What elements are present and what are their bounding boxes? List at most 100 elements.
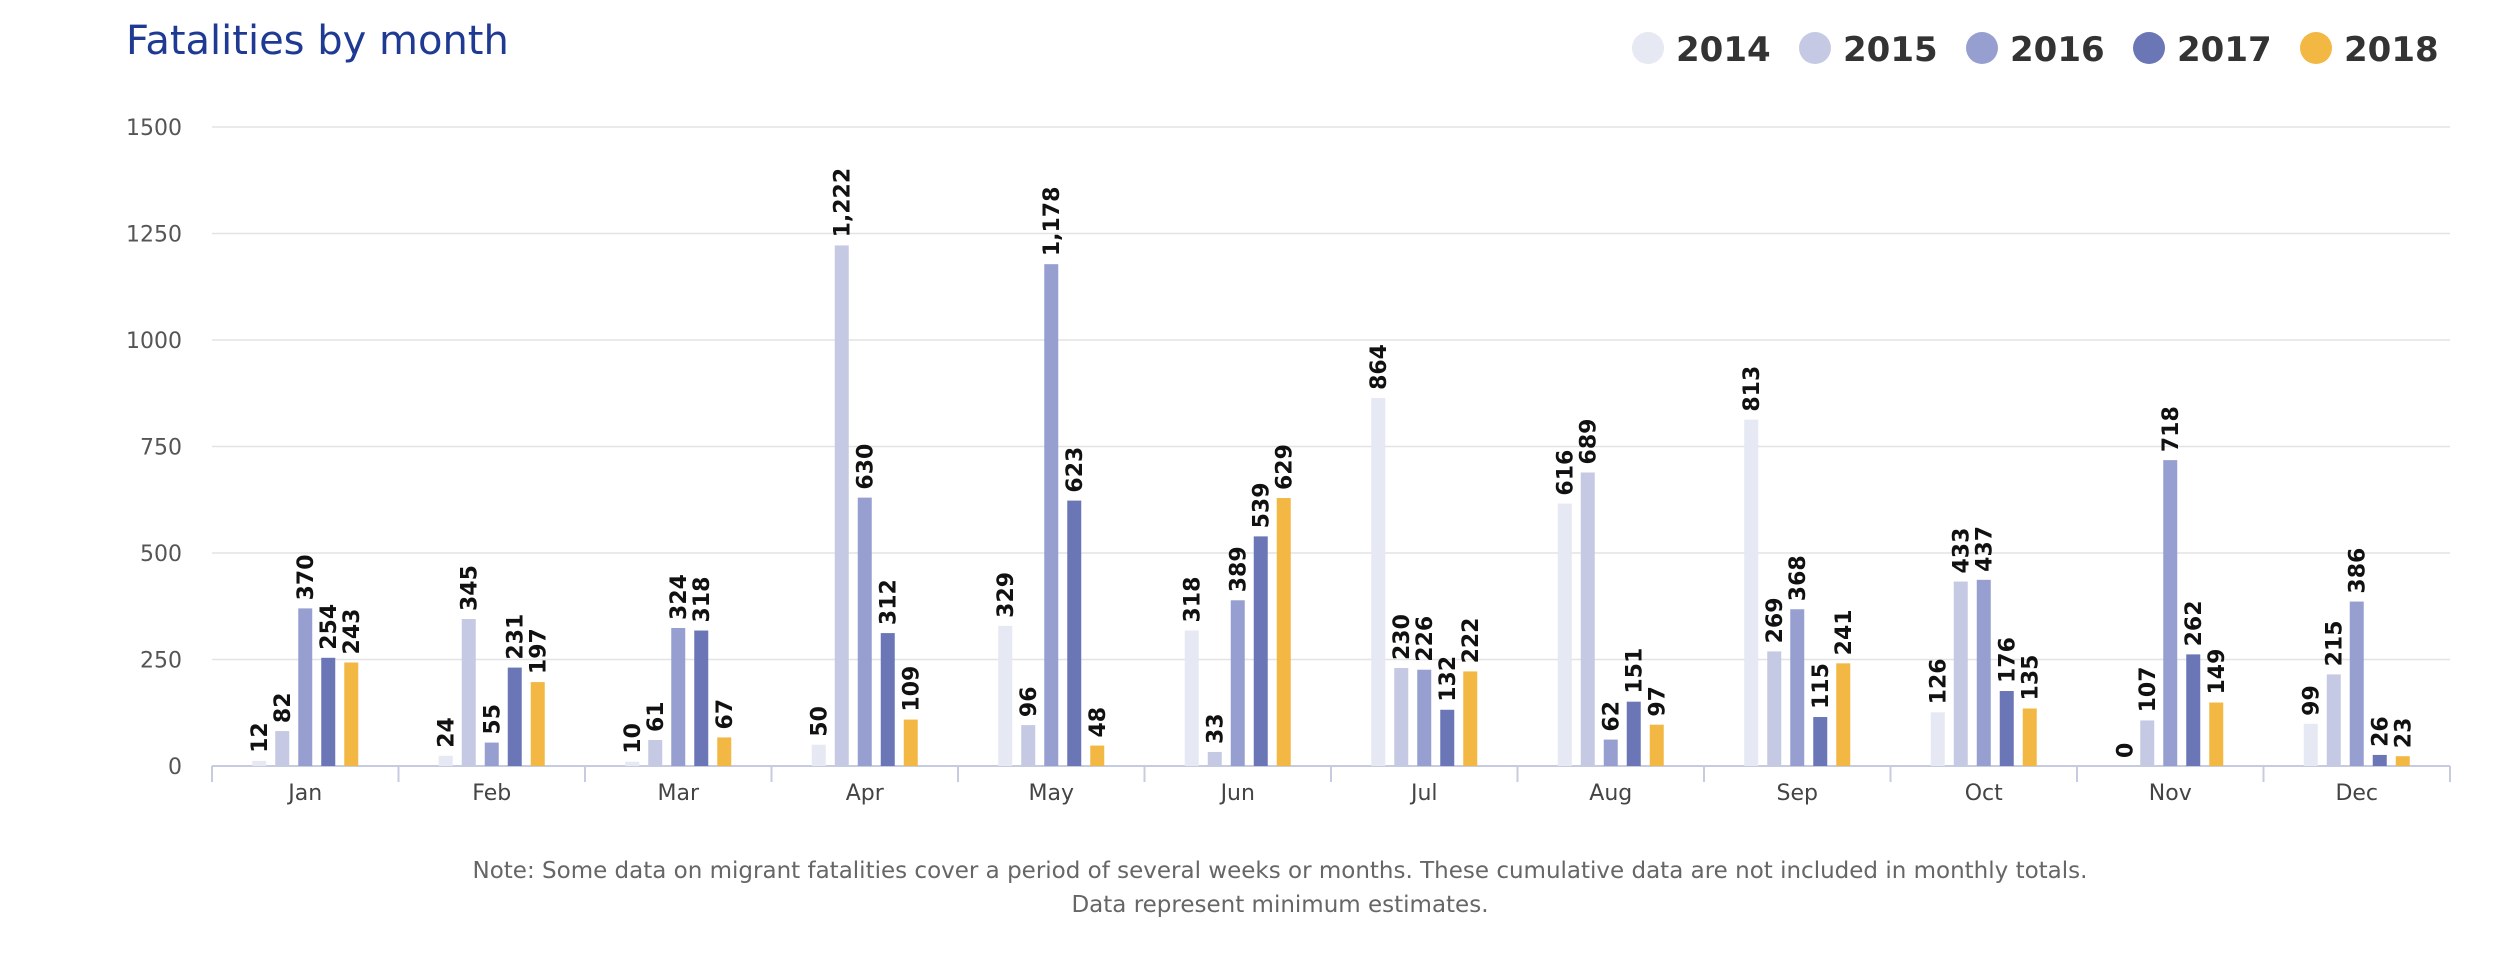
data-label: 215 [2323,620,2348,666]
bar-2016-Jan [298,608,313,766]
data-label: 12 [248,722,273,753]
bar-2016-May [1044,264,1059,766]
data-label: 135 [2019,655,2044,701]
data-label: 115 [1809,663,1834,709]
x-axis: Jan Feb Mar Apr May Jun Jul Aug Sep Oct Nov Dec [211,766,2451,806]
x-tick-label: Sep [1777,781,1818,806]
legend-item-2016[interactable]: 2016 [1966,30,2105,70]
bar-2016-Sep [1790,609,1805,766]
data-label: 97 [1646,686,1671,717]
data-label: 62 [1600,701,1625,732]
x-tick-label: Apr [846,781,885,806]
data-label: 197 [527,628,552,674]
data-label: 262 [2182,600,2207,646]
x-tick-label: Oct [1965,781,2003,806]
bar-2015-Mar [648,740,663,766]
bar-2017-Sep [1813,717,1828,766]
data-label: 50 [808,706,833,737]
data-label: 318 [690,577,715,623]
bar-2016-Jul [1417,669,1432,766]
legend-item-2015[interactable]: 2015 [1799,30,1938,70]
x-tick-label: Feb [472,781,511,806]
y-tick-label: 1250 [126,223,182,248]
data-label: 433 [1950,528,1975,574]
bar-2014-Oct [1930,712,1945,766]
bar-2014-Mar [625,761,640,766]
y-axis: 0 250 500 750 1000 1250 1500 [126,116,182,780]
bar-2015-Nov [2140,720,2155,766]
bar-2015-Jan [275,731,290,766]
data-label: 318 [1181,577,1206,623]
data-label: 1,222 [831,168,856,238]
data-label: 126 [1927,658,1952,704]
bar-2017-Dec [2372,754,2387,766]
data-label: 24 [435,717,460,748]
bar-2016-Feb [484,742,499,766]
y-tick-label: 250 [140,649,182,674]
bar-2014-Feb [438,755,453,766]
data-label: 1,178 [1040,187,1065,257]
bar-2017-Mar [694,630,709,766]
data-label: 23 [2392,718,2417,749]
bar-2018-Jun [1276,498,1291,766]
bar-2016-Dec [2349,601,2364,766]
bar-2018-Jan [344,662,359,766]
data-label: 243 [340,609,365,655]
data-label: 0 [2113,743,2138,758]
data-label: 616 [1554,450,1579,496]
x-tick-label: Nov [2149,781,2192,806]
bar-2016-Nov [2163,460,2178,766]
data-label: 813 [1740,366,1765,412]
data-label: 539 [1250,482,1275,528]
bar-2015-Sep [1767,651,1782,766]
bar-2017-Nov [2186,654,2201,766]
data-label: 630 [854,444,879,490]
bar-2016-Mar [671,627,686,766]
bar-2018-Jul [1463,671,1478,766]
bar-2016-Aug [1603,739,1618,766]
data-label: 689 [1577,419,1602,465]
legend-label: 2018 [2344,30,2439,70]
x-tick-label: May [1029,781,1074,806]
bar-2017-Aug [1626,701,1641,766]
data-label: 109 [900,666,925,712]
data-label: 437 [1973,526,1998,572]
bar-2018-May [1090,745,1105,766]
data-label: 151 [1623,648,1648,694]
data-label: 149 [2205,649,2230,695]
chart-title: Fatalities by month [126,18,509,64]
legend-swatch [1966,32,1998,64]
data-label: 132 [1436,656,1461,702]
data-label: 222 [1459,617,1484,663]
x-tick-label: Mar [657,781,699,806]
bar-2015-Apr [834,245,849,767]
data-label: 345 [458,565,483,611]
data-label: 864 [1367,344,1392,390]
legend-item-2014[interactable]: 2014 [1632,30,1771,70]
data-label: 96 [1017,686,1042,717]
bar-2016-Jun [1230,600,1245,766]
note-line-1: Note: Some data on migrant fatalities co… [473,858,2088,884]
bar-2014-May [998,625,1013,766]
legend-item-2018[interactable]: 2018 [2300,30,2439,70]
bar-2018-Aug [1649,724,1664,766]
legend-label: 2014 [1676,30,1771,70]
legend-item-2017[interactable]: 2017 [2133,30,2272,70]
data-label: 241 [1832,609,1857,655]
data-label: 107 [2136,666,2161,712]
data-label: 61 [644,701,669,732]
legend-label: 2017 [2177,30,2272,70]
bar-2018-Apr [903,719,918,766]
y-tick-label: 750 [140,436,182,461]
x-tick-label: Jun [1219,781,1255,806]
data-label: 269 [1763,597,1788,643]
legend-label: 2015 [1843,30,1938,70]
data-label: 718 [2159,406,2184,452]
bar-2017-Feb [507,667,522,766]
data-label: 48 [1086,707,1111,738]
bar-2014-Dec [2303,723,2318,766]
bar-2014-Jul [1371,397,1386,766]
bar-2014-Apr [811,744,826,766]
data-label: 231 [504,614,529,660]
